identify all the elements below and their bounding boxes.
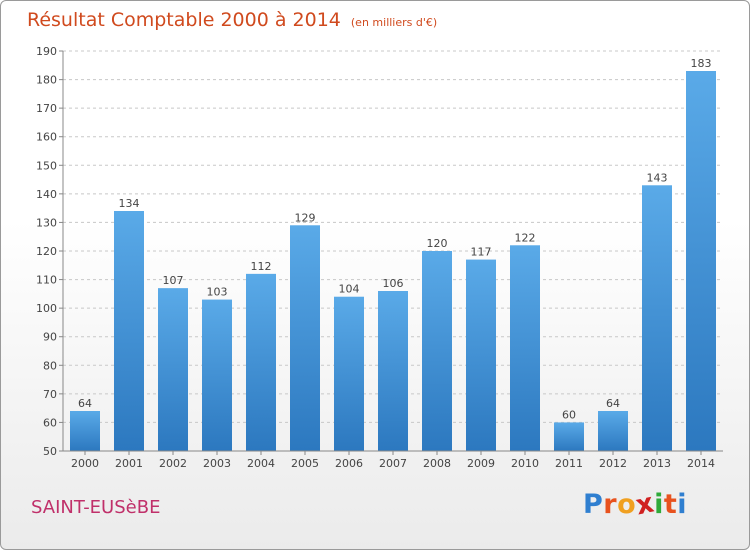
data-label-2008: 120 <box>427 237 448 250</box>
bar-2005 <box>290 225 320 451</box>
y-tick-label: 130 <box>36 216 57 229</box>
data-label-2007: 106 <box>383 277 404 290</box>
x-tick-label: 2009 <box>467 457 495 470</box>
x-tick-label: 2000 <box>71 457 99 470</box>
bar-2000 <box>70 411 100 451</box>
data-label-2002: 107 <box>163 274 184 287</box>
bar-2011 <box>554 422 584 451</box>
y-tick-label: 160 <box>36 131 57 144</box>
x-tick-label: 2014 <box>687 457 715 470</box>
y-tick-label: 50 <box>43 445 57 458</box>
x-tick-label: 2001 <box>115 457 143 470</box>
logo-letter: o <box>617 489 637 520</box>
bar-2003 <box>202 299 232 451</box>
y-tick-label: 190 <box>36 45 57 58</box>
x-tick-label: 2007 <box>379 457 407 470</box>
bar-2009 <box>466 259 496 451</box>
bar-2007 <box>378 291 408 451</box>
chart-title-text: Résultat Comptable 2000 à 2014 <box>27 9 341 31</box>
data-label-2003: 103 <box>207 286 228 299</box>
x-tick-label: 2011 <box>555 457 583 470</box>
data-label-2001: 134 <box>119 197 140 210</box>
logo-letter: P <box>583 489 604 520</box>
x-tick-label: 2003 <box>203 457 231 470</box>
y-tick-label: 180 <box>36 74 57 87</box>
y-tick-label: 80 <box>43 359 57 372</box>
data-label-2014: 183 <box>691 57 712 70</box>
bar-2014 <box>686 71 716 451</box>
chart-title: Résultat Comptable 2000 à 2014 (en millie… <box>27 9 437 31</box>
data-label-2012: 64 <box>606 397 620 410</box>
y-tick-label: 60 <box>43 416 57 429</box>
data-label-2005: 129 <box>295 211 316 224</box>
data-label-2009: 117 <box>471 246 492 259</box>
x-tick-label: 2006 <box>335 457 363 470</box>
y-tick-label: 170 <box>36 102 57 115</box>
bar-2004 <box>246 273 276 451</box>
bar-2010 <box>510 245 540 451</box>
data-label-2010: 122 <box>515 231 536 244</box>
y-tick-label: 150 <box>36 159 57 172</box>
place-name: SAINT-EUSèBE <box>31 497 161 518</box>
data-label-2013: 143 <box>647 171 668 184</box>
bar-2002 <box>158 288 188 451</box>
bar-2012 <box>598 411 628 451</box>
bar-2008 <box>422 251 452 451</box>
x-tick-label: 2010 <box>511 457 539 470</box>
x-tick-label: 2012 <box>599 457 627 470</box>
axis-layer: 50 60 70 80 90 100 110 120 130 140 150 160 170 180 190… <box>36 45 723 470</box>
x-tick-label: 2013 <box>643 457 671 470</box>
x-tick-label: 2005 <box>291 457 319 470</box>
bar-2013 <box>642 185 672 452</box>
bar-2006 <box>334 296 364 451</box>
y-tick-label: 100 <box>36 302 57 315</box>
data-label-2011: 60 <box>562 408 576 421</box>
logo-letter: r <box>603 489 618 520</box>
chart-unit-label: (en milliers d'€) <box>350 16 438 29</box>
y-tick-label: 70 <box>43 388 57 401</box>
y-tick-label: 120 <box>36 245 57 258</box>
data-label-2000: 64 <box>78 397 92 410</box>
bar-2001 <box>114 211 144 451</box>
y-tick-label: 90 <box>43 331 57 344</box>
bar-layer: 64 134 107 103 112 129 104 106 120 117 122 60 64 143 1… <box>70 57 716 452</box>
data-label-2004: 112 <box>251 260 272 273</box>
proxiti-logo: Proxiti <box>583 487 688 521</box>
logo-letter: t <box>663 489 678 520</box>
x-tick-label: 2004 <box>247 457 275 470</box>
x-tick-label: 2002 <box>159 457 187 470</box>
x-tick-label: 2008 <box>423 457 451 470</box>
data-label-2006: 104 <box>339 283 360 296</box>
y-tick-label: 110 <box>36 274 57 287</box>
logo-letter: i <box>677 489 688 520</box>
logo-letter: i <box>654 489 664 520</box>
y-tick-label: 140 <box>36 188 57 201</box>
